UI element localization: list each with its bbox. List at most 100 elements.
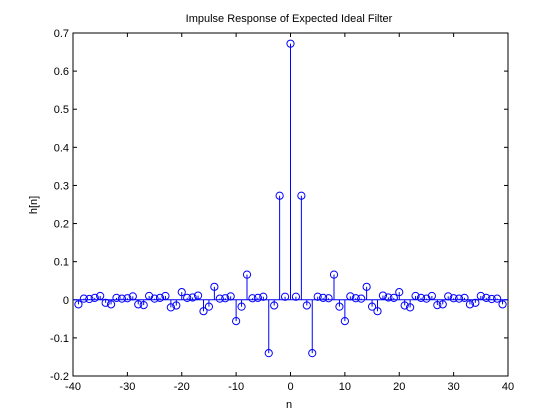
stem-marker — [259, 292, 268, 301]
y-tick-label: 0.3 — [54, 180, 69, 192]
stem-marker — [482, 293, 491, 302]
y-tick-label: 0.4 — [54, 142, 69, 154]
y-tick-label: 0.5 — [54, 104, 69, 116]
stem-marker — [302, 301, 311, 310]
stem-marker — [177, 288, 186, 297]
stem-marker — [270, 301, 279, 310]
stem-marker — [221, 294, 230, 303]
stem-marker — [264, 349, 273, 358]
stem-marker — [150, 294, 159, 303]
stem-marker — [139, 301, 148, 310]
stem-marker — [204, 302, 214, 311]
y-tick-label: 0.1 — [54, 257, 69, 269]
stem-marker — [400, 301, 409, 310]
stem-marker — [465, 300, 475, 309]
stem-marker — [324, 294, 333, 303]
x-tick-label: 20 — [393, 381, 405, 393]
stem-marker — [362, 282, 371, 291]
stem-marker — [367, 302, 377, 311]
stem-marker — [476, 291, 485, 301]
y-axis-label: h[n] — [28, 196, 40, 214]
stem-marker — [422, 294, 431, 303]
stem-marker — [90, 293, 99, 302]
stem-marker — [280, 292, 290, 301]
stem-marker — [291, 292, 301, 301]
stem-marker — [242, 270, 252, 279]
x-tick-label: -20 — [174, 381, 190, 393]
stem-marker — [134, 300, 143, 309]
stem-marker — [199, 307, 208, 316]
stem-marker — [232, 317, 241, 326]
x-tick-label: -30 — [119, 381, 135, 393]
plot-area: -40 -30 -20 -10 0 10 20 30 40 -0.2 -0.1 0 0.1 0.2 0.3 0… — [50, 28, 514, 393]
stem-marker — [286, 39, 295, 48]
stem-marker — [460, 293, 469, 302]
stem-marker — [123, 294, 132, 303]
stem-marker — [411, 291, 420, 301]
y-tick-label: 0 — [63, 295, 69, 307]
stem-marker — [416, 293, 426, 302]
x-tick-label: -40 — [65, 381, 81, 393]
stem-marker — [248, 294, 257, 303]
stem-marker — [308, 349, 317, 358]
stem-marker — [346, 292, 355, 301]
stem-marker — [210, 282, 219, 291]
stem-marker — [128, 292, 137, 301]
stem-marker — [449, 294, 458, 303]
stem-marker — [117, 294, 127, 303]
stem-marker — [433, 301, 442, 310]
stem-marker — [471, 298, 480, 307]
stem-marker — [498, 300, 507, 309]
stem-marker — [226, 292, 235, 301]
stem-marker — [319, 293, 328, 302]
stem-marker — [340, 317, 349, 326]
y-tick-label: 0.7 — [54, 28, 69, 40]
stem-marker — [297, 191, 306, 200]
stem-marker — [329, 270, 339, 279]
stem-marker — [427, 291, 436, 301]
stem-marker — [79, 294, 88, 303]
stem-marker — [351, 294, 360, 303]
stem-marker — [106, 300, 116, 309]
stem-marker — [389, 293, 398, 302]
x-axis-label: n — [286, 399, 292, 411]
stem-marker — [74, 300, 83, 309]
stem-marker — [172, 301, 181, 310]
y-tick-label: -0.2 — [50, 371, 69, 383]
x-tick-label: 30 — [448, 381, 460, 393]
stem-marker — [373, 307, 382, 316]
x-tick-label: 40 — [502, 381, 514, 393]
stem-marker — [112, 293, 121, 302]
stem-marker — [438, 300, 447, 309]
x-tick-label: -10 — [228, 381, 244, 393]
stem-marker — [275, 191, 284, 200]
stem-marker — [145, 291, 154, 301]
stem-marker — [188, 293, 197, 302]
y-tick-label: 0.6 — [54, 66, 69, 78]
stem-marker — [313, 292, 322, 301]
stem-marker — [253, 293, 262, 302]
stem-marker — [454, 294, 464, 303]
chart-title: Impulse Response of Expected Ideal Filte… — [186, 13, 393, 25]
stem-marker — [101, 298, 110, 307]
x-tick-label: 0 — [287, 381, 293, 393]
y-tick-label: -0.1 — [50, 333, 69, 345]
stem-marker — [487, 294, 496, 304]
stem-marker — [85, 294, 94, 304]
stem-marker — [215, 294, 224, 303]
stem-marker — [444, 292, 453, 301]
y-tick-label: 0.2 — [54, 219, 69, 231]
stem-marker — [155, 293, 165, 302]
stem-marker — [493, 294, 502, 303]
stem-marker — [335, 302, 344, 311]
stem-marker — [357, 294, 366, 303]
stem-marker — [378, 291, 388, 300]
stem-marker — [384, 293, 393, 302]
stem-marker — [395, 288, 404, 297]
stem-marker — [183, 293, 192, 302]
stem-marker — [406, 303, 415, 312]
stem-marker — [237, 302, 246, 311]
stem-marker — [193, 291, 203, 300]
